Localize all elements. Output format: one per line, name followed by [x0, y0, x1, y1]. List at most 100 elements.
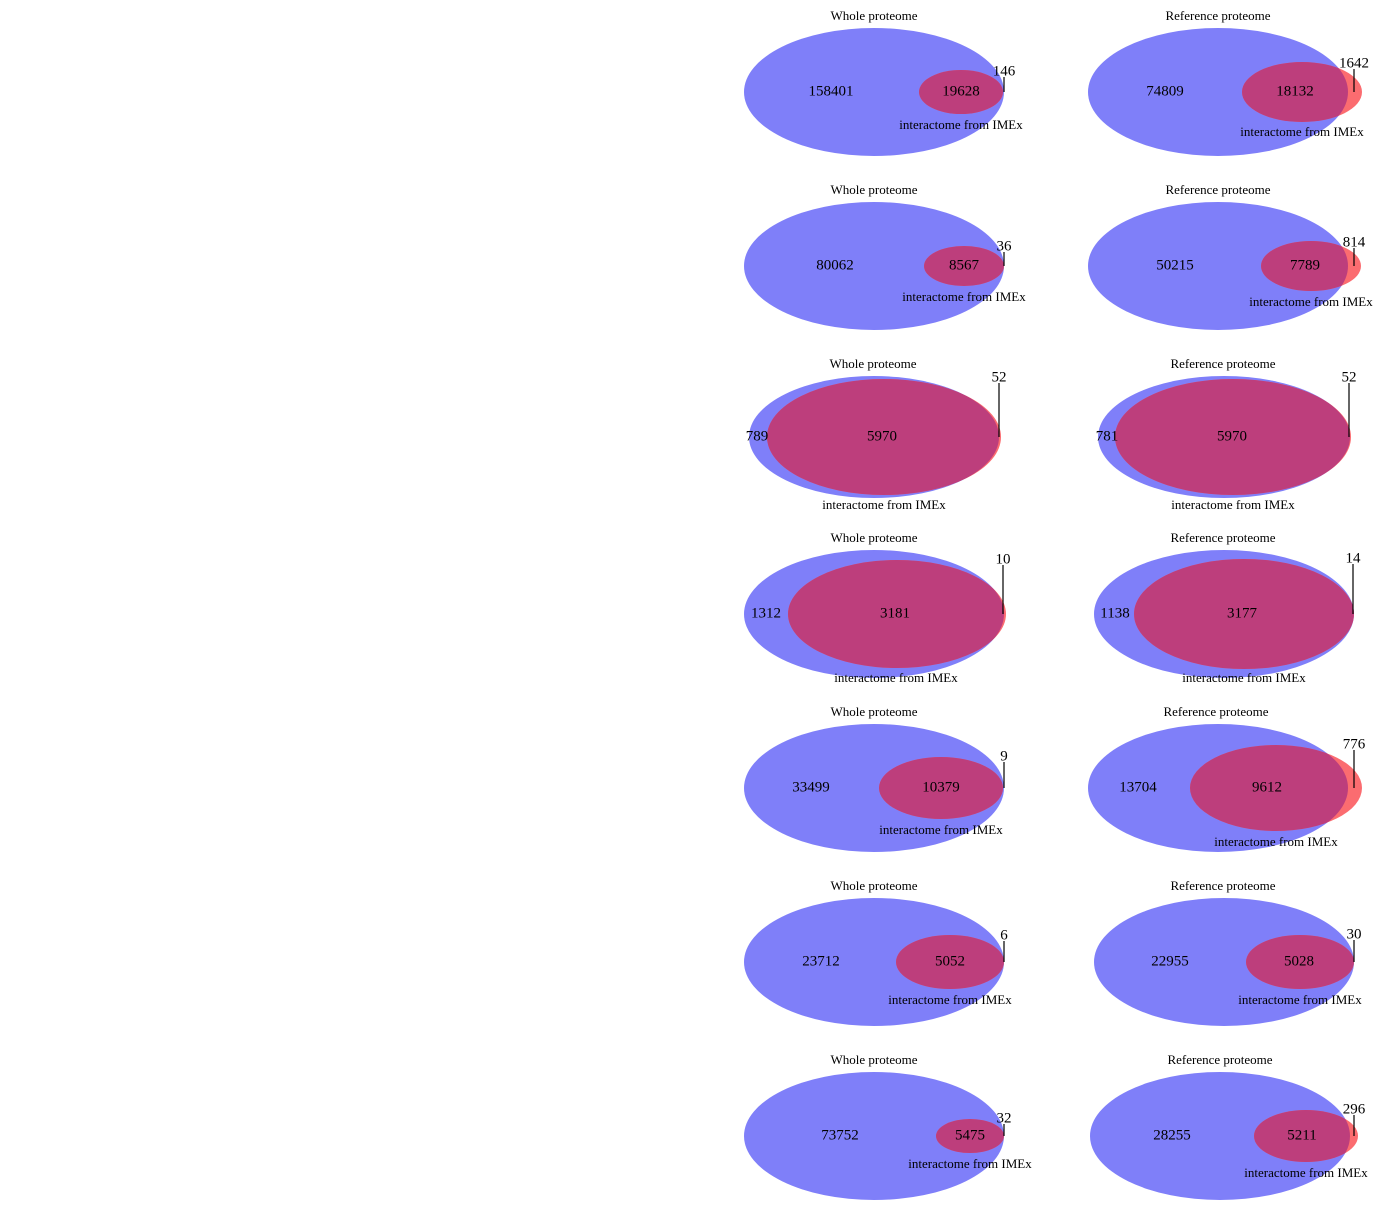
overlap-region [1242, 62, 1348, 122]
proteome-only-count: 789 [746, 428, 769, 444]
panel-title: Whole proteome [830, 356, 917, 371]
overlap-region [1261, 241, 1348, 291]
overlap-count: 18132 [1276, 83, 1314, 99]
venn-panel: Reference proteome 781 5970 52 interactome f… [1096, 356, 1357, 512]
panel-title: Whole proteome [831, 530, 918, 545]
interactome-set-label: interactome from IMEx [902, 289, 1026, 304]
overlap-count: 10379 [922, 779, 960, 795]
interactome-only-count: 296 [1343, 1101, 1366, 1117]
interactome-set-label: interactome from IMEx [1240, 124, 1364, 139]
proteome-only-count: 1312 [751, 605, 781, 621]
venn-panel: Reference proteome 1138 3177 14 interactome … [1094, 530, 1361, 685]
venn-panel: Whole proteome 33499 10379 9 interactome fro… [744, 704, 1008, 852]
overlap-region [1115, 379, 1350, 495]
overlap-region [896, 935, 1004, 989]
venn-panel: Whole proteome 1312 3181 10 interactome from… [744, 530, 1011, 685]
panel-title: Reference proteome [1167, 1052, 1272, 1067]
overlap-region [919, 70, 1003, 114]
interactome-set-label: interactome from IMEx [1214, 834, 1338, 849]
overlap-count: 7789 [1290, 257, 1320, 273]
interactome-only-count: 36 [997, 238, 1013, 254]
overlap-count: 9612 [1252, 779, 1282, 795]
panel-title: Whole proteome [831, 878, 918, 893]
interactome-set-label: interactome from IMEx [888, 992, 1012, 1007]
overlap-count: 5028 [1284, 953, 1314, 969]
panel-title: Reference proteome [1170, 530, 1275, 545]
overlap-count: 5970 [867, 428, 897, 444]
proteome-set-ellipse [744, 898, 1004, 1026]
overlap-count: 5970 [1217, 428, 1247, 444]
proteome-only-count: 22955 [1151, 953, 1189, 969]
venn-panel: Whole proteome 158401 19628 146 interactome … [744, 8, 1023, 156]
interactome-only-count: 14 [1346, 550, 1362, 566]
overlap-region [1246, 935, 1354, 989]
interactome-set-label: interactome from IMEx [1182, 670, 1306, 685]
interactome-set-label: interactome from IMEx [1249, 294, 1373, 309]
overlap-region [1190, 745, 1348, 831]
overlap-count: 5211 [1287, 1127, 1316, 1143]
interactome-only-count: 52 [1342, 369, 1357, 385]
venn-panel: Whole proteome 23712 5052 6 interactome from… [744, 878, 1012, 1026]
overlap-region [767, 379, 999, 495]
interactome-set-label: interactome from IMEx [908, 1156, 1032, 1171]
overlap-count: 3181 [880, 605, 910, 621]
interactome-only-count: 9 [1000, 748, 1008, 764]
venn-panel: Reference proteome 28255 5211 296 interactom… [1090, 1052, 1368, 1200]
overlap-region [788, 560, 1004, 668]
proteome-only-count: 23712 [802, 953, 840, 969]
overlap-count: 5052 [935, 953, 965, 969]
interactome-set-label: interactome from IMEx [1171, 497, 1295, 512]
proteome-only-count: 33499 [792, 779, 830, 795]
interactome-only-count: 6 [1000, 927, 1008, 943]
panel-title: Whole proteome [831, 1052, 918, 1067]
panel-title: Whole proteome [831, 704, 918, 719]
venn-panel: Reference proteome 74809 18132 1642 interact… [1088, 8, 1369, 156]
proteome-set-ellipse [744, 202, 1004, 330]
interactome-only-count: 814 [1343, 234, 1366, 250]
overlap-region [936, 1119, 1004, 1153]
interactome-only-count: 52 [992, 369, 1007, 385]
proteome-set-ellipse [1088, 28, 1348, 156]
proteome-set-ellipse [744, 1072, 1004, 1200]
venn-panel: Reference proteome 22955 5028 30 interactome… [1094, 878, 1362, 1026]
proteome-only-count: 28255 [1153, 1127, 1191, 1143]
proteome-only-count: 50215 [1156, 257, 1194, 273]
proteome-set-ellipse [1094, 898, 1354, 1026]
proteome-only-count: 74809 [1146, 83, 1184, 99]
proteome-set-ellipse [744, 724, 1004, 852]
proteome-set-ellipse [744, 28, 1004, 156]
proteome-only-count: 158401 [809, 83, 854, 99]
interactome-only-count: 32 [997, 1110, 1012, 1126]
interactome-only-count: 30 [1347, 926, 1362, 942]
proteome-set-ellipse [1090, 1072, 1350, 1200]
interactome-only-count: 1642 [1339, 55, 1369, 71]
venn-panel: Reference proteome 50215 7789 814 interactom… [1088, 182, 1373, 330]
interactome-set-label: interactome from IMEx [822, 497, 946, 512]
venn-panel: Whole proteome 73752 5475 32 interactome fro… [744, 1052, 1032, 1200]
proteome-only-count: 80062 [816, 257, 854, 273]
panel-title: Reference proteome [1165, 182, 1270, 197]
overlap-region [879, 757, 1003, 819]
interactome-set-label: interactome from IMEx [899, 117, 1023, 132]
panel-title: Reference proteome [1170, 356, 1275, 371]
proteome-only-count: 73752 [821, 1127, 859, 1143]
panel-title: Reference proteome [1165, 8, 1270, 23]
overlap-count: 3177 [1227, 605, 1258, 621]
panel-title: Reference proteome [1163, 704, 1268, 719]
overlap-region [1134, 559, 1354, 669]
overlap-count: 19628 [942, 83, 980, 99]
interactome-only-count: 146 [993, 63, 1016, 79]
overlap-region [924, 246, 1004, 286]
interactome-only-count: 10 [996, 551, 1011, 567]
venn-panel: Whole proteome 80062 8567 36 interactome fro… [744, 182, 1026, 330]
proteome-set-ellipse [1088, 202, 1348, 330]
panel-title: Reference proteome [1170, 878, 1275, 893]
interactome-only-count: 776 [1343, 736, 1366, 752]
interactome-set-label: interactome from IMEx [879, 822, 1003, 837]
proteome-only-count: 1138 [1100, 605, 1129, 621]
proteome-only-count: 781 [1096, 428, 1119, 444]
venn-panel: Whole proteome 789 5970 52 interactome from … [746, 356, 1007, 512]
proteome-only-count: 13704 [1119, 779, 1157, 795]
interactome-set-label: interactome from IMEx [834, 670, 958, 685]
panel-title: Whole proteome [831, 182, 918, 197]
